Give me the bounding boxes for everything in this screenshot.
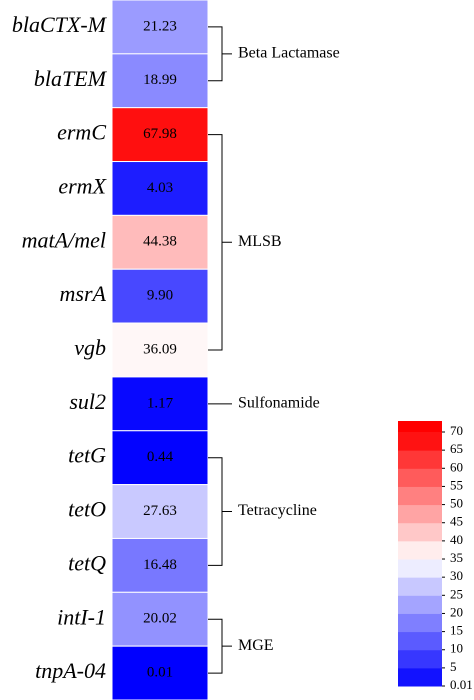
colorbar-block [398,667,442,687]
value-label: 21.23 [143,18,177,34]
group-bracket [208,26,232,82]
value-label: 0.01 [147,665,173,681]
value-label: 0.44 [147,449,174,465]
row-label: tnpA-04 [35,658,106,683]
row-label: tetG [68,443,106,468]
colorbar-block [398,613,442,633]
colorbar-tick-label: 0.01 [450,677,473,692]
colorbar-block [398,432,442,451]
colorbar-block [398,540,442,560]
colorbar-tick-label: 65 [450,441,463,456]
row-label: ermC [57,120,106,145]
group-bracket [208,457,232,566]
colorbar-tick-label: 20 [450,604,463,619]
colorbar-tick-label: 35 [450,550,463,565]
heat-cell [111,268,209,324]
value-label: 27.63 [143,503,177,519]
row-label: blaCTX-M [12,12,108,37]
value-label: 4.03 [147,180,173,196]
row-label: tetO [68,497,106,522]
group-label: MLSB [238,233,282,250]
value-label: 20.02 [143,611,177,627]
colorbar-block [398,504,442,524]
colorbar-tick-label: 70 [450,423,463,438]
colorbar-tick-label: 50 [450,496,463,511]
group-bracket [208,134,232,351]
value-label: 44.38 [143,234,177,250]
heat-cell [111,322,209,378]
row-label: blaTEM [34,66,108,91]
row-label: matA/mel [22,227,106,252]
colorbar-tick-label: 10 [450,641,463,656]
row-label: sul2 [69,389,106,414]
value-label: 36.09 [143,341,177,357]
group-label: MGE [238,637,274,654]
value-label: 16.48 [143,557,177,573]
colorbar-block [398,421,442,432]
value-label: 67.98 [143,126,177,142]
colorbar-block [398,631,442,651]
colorbar-tick-label: 45 [450,514,463,529]
heat-cell [111,645,209,700]
colorbar-tick-label: 15 [450,623,463,638]
colorbar-block [398,450,442,469]
colorbar-block [398,595,442,614]
group-bracket [208,618,232,674]
colorbar-tick-label: 40 [450,532,463,547]
heat-cell [111,53,209,109]
colorbar-block [398,486,442,506]
row-label: ermX [58,174,107,199]
group-label: Tetracycline [238,502,317,519]
row-label: msrA [60,281,107,306]
colorbar-tick-label: 55 [450,477,463,492]
colorbar-block [398,577,442,596]
value-label: 9.90 [147,288,173,304]
colorbar-tick-label: 5 [450,659,457,674]
value-label: 18.99 [143,72,177,88]
heat-cell [111,591,209,647]
heat-cell [111,161,209,216]
row-label: vgb [74,335,106,360]
colorbar-block [398,649,442,669]
group-label: Beta Lactamase [238,45,340,62]
group-label: Sulfonamide [238,395,320,412]
colorbar-block [398,522,442,542]
row-label: tetQ [68,550,106,575]
colorbar-tick-label: 30 [450,568,463,583]
row-label: intI-1 [57,604,106,629]
colorbar-block [398,559,442,578]
heat-cell [111,214,209,270]
heat-cell [111,484,209,539]
colorbar-block [398,468,442,487]
heat-cell [111,0,209,55]
heat-cell [111,537,209,593]
value-label: 1.17 [147,395,174,411]
colorbar-tick-label: 60 [450,459,463,474]
colorbar-tick-label: 25 [450,586,463,601]
